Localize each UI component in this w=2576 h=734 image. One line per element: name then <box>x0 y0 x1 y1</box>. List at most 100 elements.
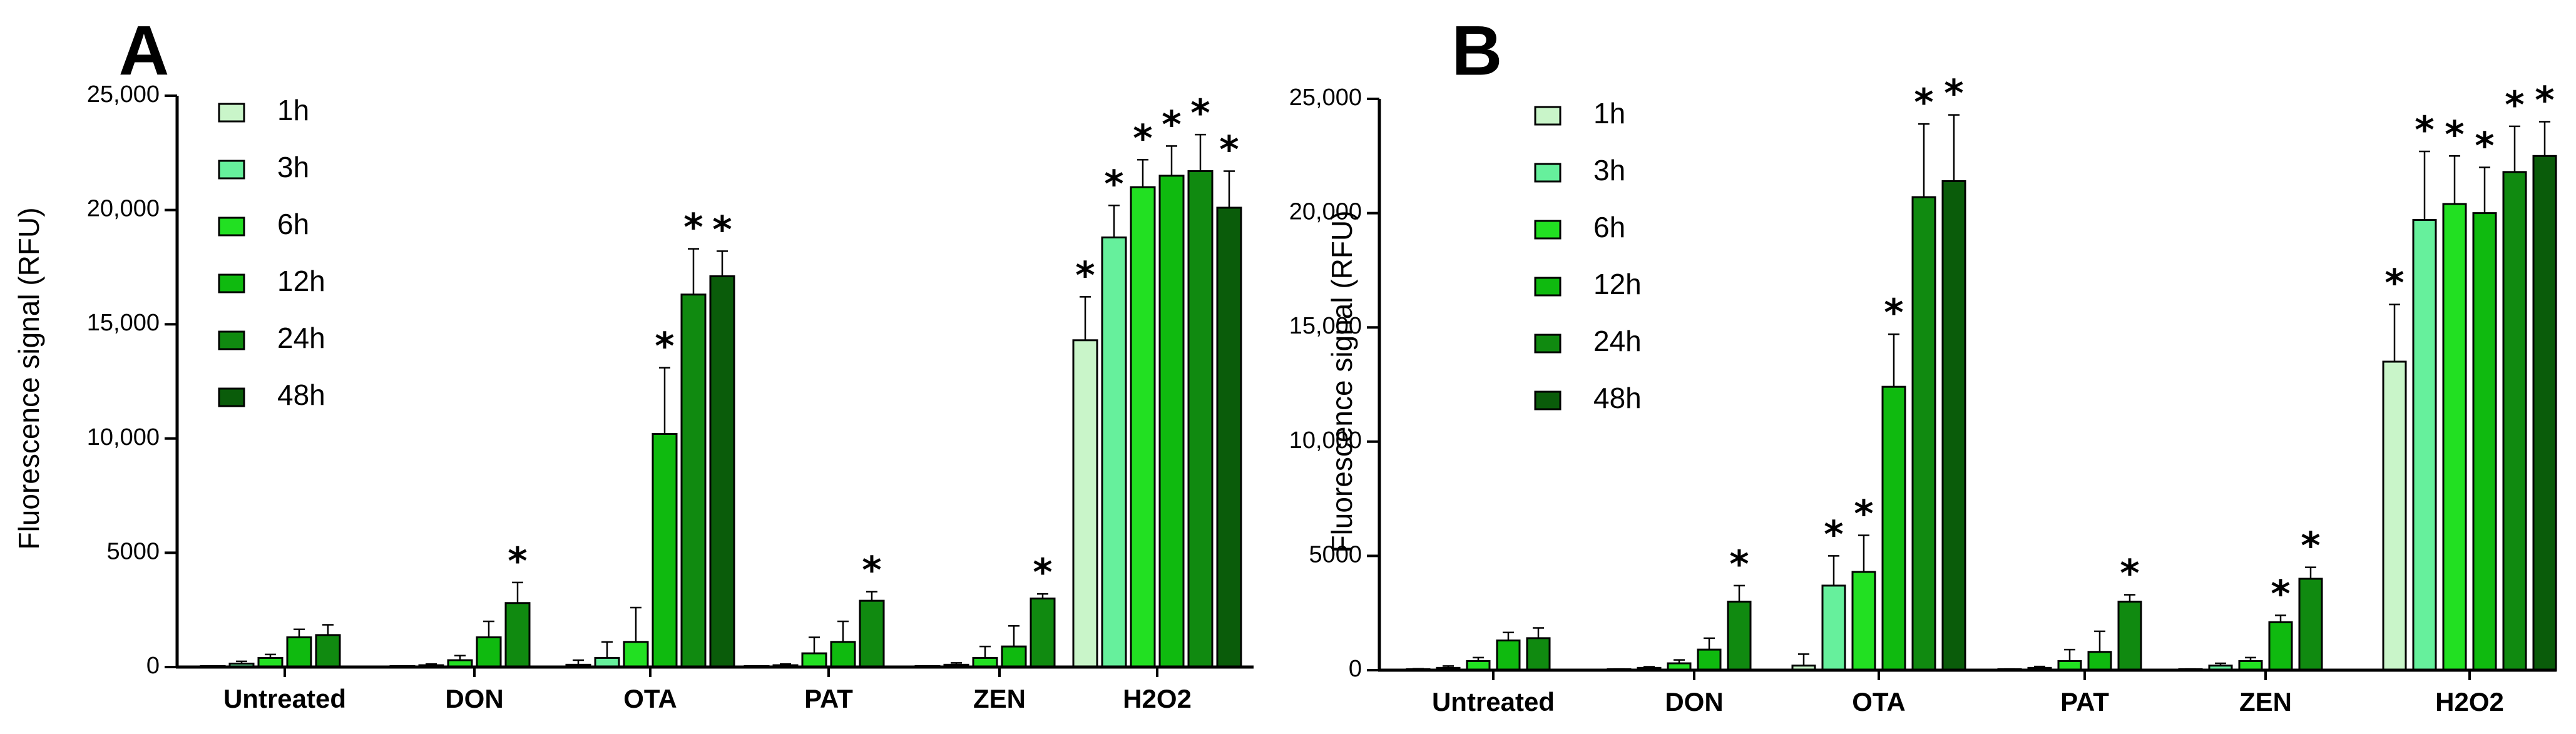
significance-star: * <box>1824 512 1843 556</box>
significance-star: * <box>2475 125 2494 168</box>
bar-h2o2-12h <box>2472 212 2497 671</box>
bar-don-24h <box>1727 600 1752 671</box>
significance-star: * <box>2271 572 2290 616</box>
bar-h2o2-6h <box>1130 186 1156 668</box>
legend-label-24h: 24h <box>1593 325 1642 357</box>
legend-label-6h: 6h <box>277 208 309 240</box>
x-category-label: H2O2 <box>1123 684 1192 713</box>
legend-label-12h: 12h <box>277 265 325 297</box>
bar-h2o2-48h <box>1216 206 1242 668</box>
bar-untreated-24h <box>1526 637 1551 671</box>
significance-star: * <box>2445 113 2464 156</box>
bar-ota-3h <box>1821 584 1846 671</box>
x-category-label: DON <box>1665 687 1723 716</box>
significance-star: * <box>1133 116 1152 160</box>
legend-swatch-1h <box>1534 106 1561 126</box>
significance-star: * <box>1854 492 1873 536</box>
bar-ota-24h <box>1911 196 1936 671</box>
bar-untreated-24h <box>315 634 341 668</box>
significance-star: * <box>862 548 881 592</box>
y-tick-label: 20,000 <box>1289 199 1362 225</box>
legend-swatch-6h <box>218 217 245 237</box>
bar-don-12h <box>1697 648 1722 671</box>
bar-h2o2-12h <box>1158 175 1185 668</box>
bar-ota-48h <box>709 275 735 668</box>
y-tick-label: 10,000 <box>1289 427 1362 454</box>
significance-star: * <box>2301 524 2320 568</box>
bar-pat-6h <box>801 652 827 668</box>
significance-star: * <box>508 539 527 583</box>
y-axis-label: Fluorescence signal (RFU) <box>13 207 45 549</box>
y-tick-label: 5000 <box>1309 541 1362 568</box>
bar-h2o2-6h <box>2442 203 2467 671</box>
bar-h2o2-24h <box>2502 171 2527 671</box>
panel-label: A <box>119 12 170 90</box>
bar-zen-24h <box>1030 597 1056 668</box>
x-category-label: ZEN <box>2239 687 2292 716</box>
legend-swatch-1h <box>218 103 245 123</box>
bar-pat-24h <box>859 599 885 668</box>
bar-don-24h <box>504 602 531 668</box>
x-category-label: ZEN <box>973 684 1026 713</box>
significance-star: * <box>2415 108 2434 152</box>
y-tick-label: 15,000 <box>87 310 160 336</box>
significance-star: * <box>1104 162 1123 206</box>
legend-swatch-48h <box>1534 390 1561 410</box>
significance-star: * <box>2535 79 2554 123</box>
bar-h2o2-1h <box>1072 339 1098 668</box>
y-tick-label: 20,000 <box>87 196 160 222</box>
legend-label-48h: 48h <box>1593 382 1642 414</box>
bar-zen-24h <box>2298 578 2323 671</box>
legend: 1h 3h 6h 12h 24h 48h <box>218 94 325 411</box>
significance-star: * <box>712 208 732 252</box>
significance-star: * <box>1033 551 1052 594</box>
bar-pat-12h <box>830 641 856 668</box>
bar-untreated-12h <box>286 636 312 668</box>
x-category-label: DON <box>445 684 503 713</box>
significance-star: * <box>1914 81 1933 125</box>
significance-star: * <box>655 325 674 369</box>
y-tick-label: 15,000 <box>1289 313 1362 339</box>
legend-swatch-12h <box>1534 277 1561 297</box>
legend-swatch-6h <box>1534 220 1561 240</box>
x-category-label: OTA <box>1852 687 1906 716</box>
bar-zen-12h <box>1001 645 1027 668</box>
bar-ota-6h <box>1851 571 1876 671</box>
significance-star: * <box>1219 128 1239 172</box>
bar-pat-12h <box>2087 651 2112 671</box>
legend-swatch-3h <box>1534 163 1561 183</box>
legend-label-3h: 3h <box>277 151 309 183</box>
x-category-label: PAT <box>2060 687 2109 716</box>
significance-star: * <box>1884 291 1903 335</box>
bar-h2o2-48h <box>2532 155 2557 671</box>
bar-don-12h <box>476 636 502 668</box>
significance-star: * <box>1729 543 1749 586</box>
bar-ota-6h <box>623 641 649 668</box>
bar-ota-48h <box>1941 180 1966 671</box>
bar-h2o2-24h <box>1187 170 1214 668</box>
significance-star: * <box>1162 103 1181 146</box>
significance-star: * <box>1190 91 1210 135</box>
y-tick-label: 0 <box>146 653 160 679</box>
bar-h2o2-1h <box>2382 360 2407 671</box>
bar-ota-12h <box>1881 385 1906 671</box>
x-category-label: OTA <box>623 684 677 713</box>
bar-pat-24h <box>2117 600 2142 671</box>
legend-swatch-24h <box>218 330 245 350</box>
legend-label-24h: 24h <box>277 322 325 354</box>
significance-star: * <box>2505 83 2524 127</box>
y-axis-label: Fluorescence signal (RFU) <box>1326 210 1358 553</box>
x-category-label: H2O2 <box>2435 687 2504 716</box>
y-tick-label: 25,000 <box>1289 84 1362 111</box>
bar-h2o2-3h <box>2412 219 2437 671</box>
x-category-label: PAT <box>804 684 853 713</box>
y-tick-label: 25,000 <box>87 81 160 108</box>
panel-label: B <box>1452 12 1503 90</box>
legend-swatch-3h <box>218 160 245 180</box>
legend: 1h 3h 6h 12h 24h 48h <box>1534 97 1642 414</box>
bar-zen-12h <box>2268 621 2293 671</box>
legend-swatch-12h <box>218 273 245 293</box>
